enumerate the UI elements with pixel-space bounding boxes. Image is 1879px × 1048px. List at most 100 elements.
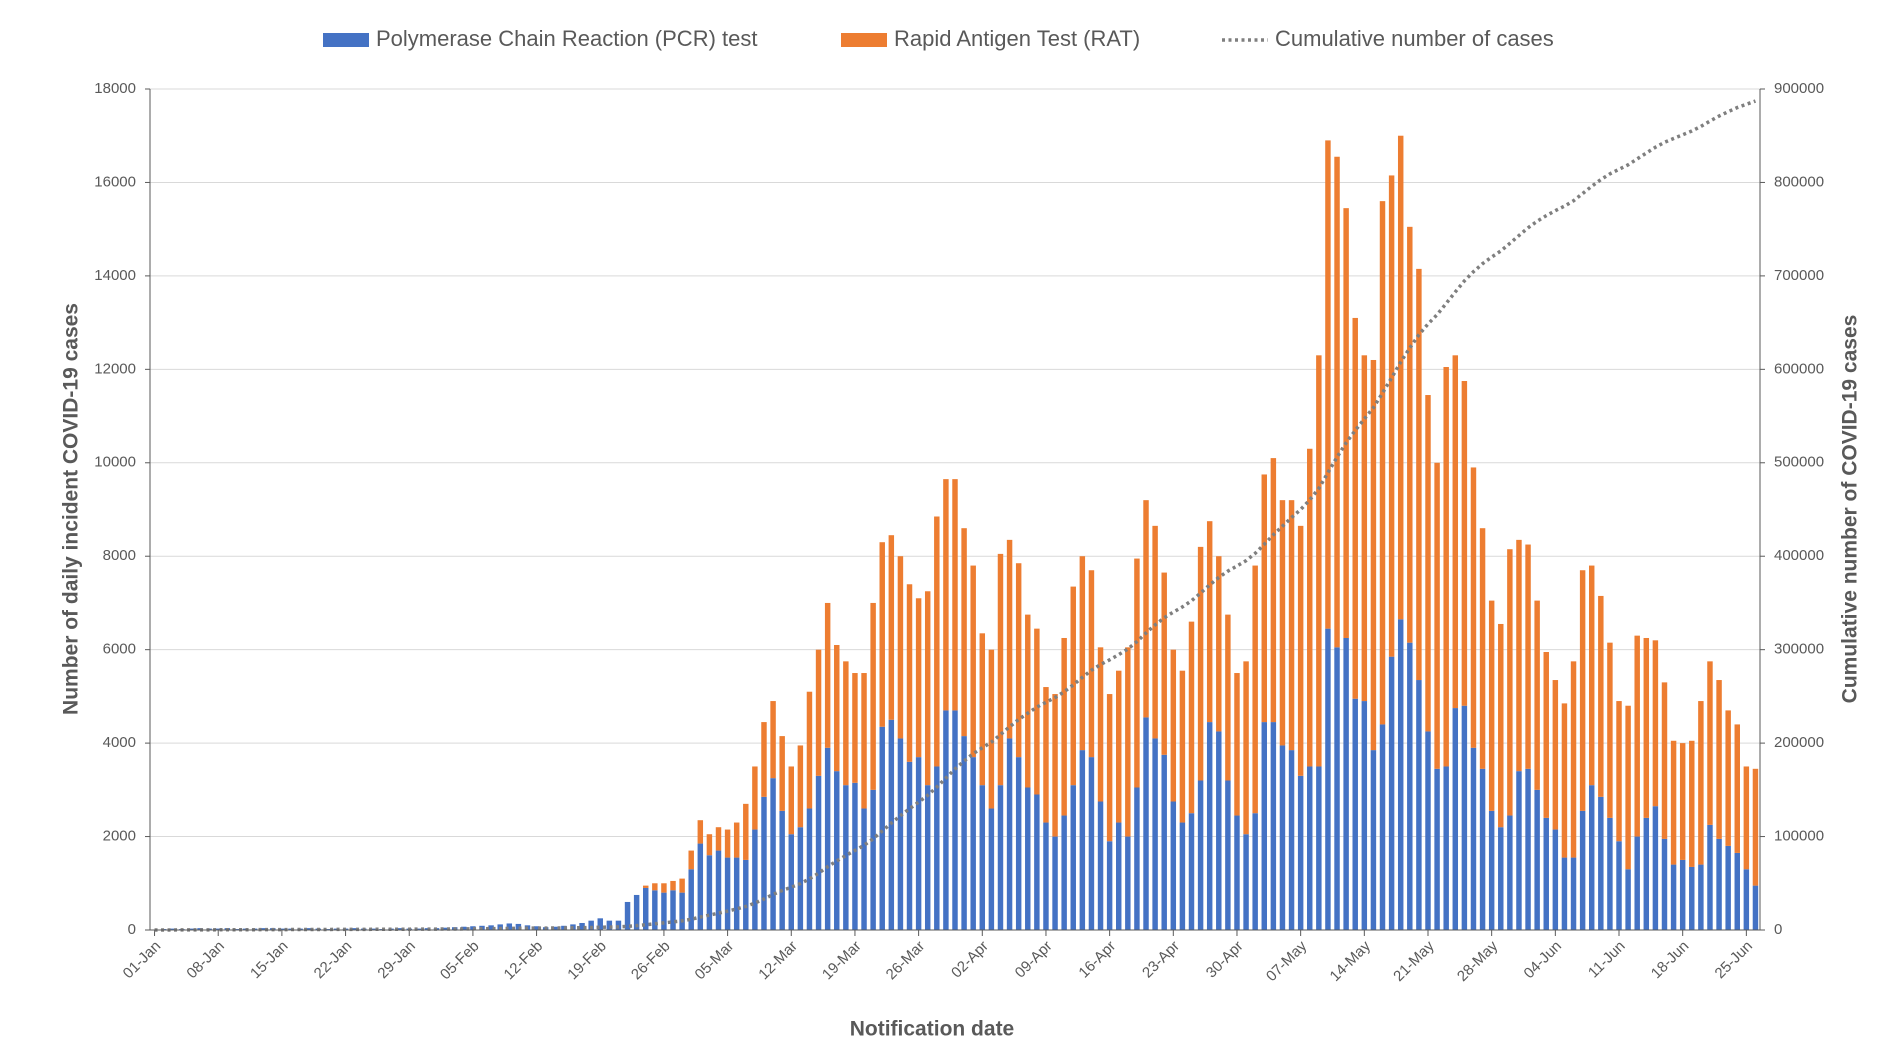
bar bbox=[1725, 845, 1731, 930]
bar bbox=[1216, 556, 1222, 732]
bar bbox=[1434, 768, 1440, 930]
bar bbox=[1352, 317, 1358, 699]
bar bbox=[1170, 801, 1177, 930]
bar bbox=[752, 829, 758, 930]
bar bbox=[1206, 722, 1213, 930]
bar bbox=[1334, 156, 1340, 648]
bar bbox=[1552, 829, 1559, 930]
bar bbox=[1534, 600, 1540, 790]
y2-tick-label: 700000 bbox=[1774, 267, 1824, 284]
bar bbox=[1179, 670, 1186, 823]
y2-tick-label: 400000 bbox=[1774, 547, 1824, 564]
bar bbox=[1261, 474, 1267, 723]
bar bbox=[288, 928, 294, 930]
bar bbox=[852, 782, 858, 930]
bar bbox=[561, 925, 567, 930]
bar bbox=[1743, 766, 1750, 870]
y-tick-label: 18000 bbox=[94, 80, 136, 97]
bar bbox=[1561, 857, 1568, 930]
bar bbox=[1234, 815, 1240, 930]
bar bbox=[1079, 556, 1086, 751]
bar bbox=[1425, 395, 1431, 732]
bar bbox=[743, 859, 749, 930]
bar bbox=[679, 892, 685, 930]
bar bbox=[1243, 834, 1249, 930]
bar bbox=[1397, 135, 1404, 620]
bar bbox=[533, 926, 540, 930]
bar bbox=[1334, 647, 1340, 930]
bar bbox=[861, 808, 867, 930]
bar bbox=[1525, 544, 1531, 769]
bar bbox=[1234, 673, 1240, 816]
bar bbox=[1216, 731, 1222, 930]
bar bbox=[1370, 750, 1377, 930]
bar bbox=[1470, 467, 1477, 748]
bar bbox=[1179, 822, 1186, 930]
bar bbox=[1607, 817, 1613, 930]
y-axis-title: Number of daily incident COVID-19 cases bbox=[60, 303, 83, 715]
bar bbox=[661, 883, 667, 893]
bar bbox=[1006, 539, 1013, 739]
bar bbox=[1416, 680, 1422, 930]
bar bbox=[724, 829, 731, 858]
bar bbox=[1379, 201, 1386, 725]
bar bbox=[1343, 637, 1349, 930]
bar bbox=[1152, 738, 1158, 930]
bar bbox=[260, 928, 267, 930]
bar bbox=[1452, 355, 1459, 709]
bar bbox=[624, 901, 631, 930]
bar bbox=[733, 822, 740, 858]
bar bbox=[1052, 836, 1058, 930]
bar bbox=[1552, 680, 1559, 830]
y-tick-label: 8000 bbox=[103, 547, 136, 564]
y-tick-label: 10000 bbox=[94, 454, 136, 471]
bar bbox=[733, 857, 740, 930]
bar bbox=[788, 834, 794, 930]
bar bbox=[643, 887, 649, 930]
bar bbox=[1025, 787, 1031, 930]
y-tick-label: 6000 bbox=[103, 641, 136, 658]
bar bbox=[1361, 355, 1368, 702]
bar bbox=[897, 556, 904, 739]
bar bbox=[1025, 614, 1031, 788]
bar bbox=[188, 928, 194, 930]
bar bbox=[1270, 722, 1277, 930]
y-tick-label: 14000 bbox=[94, 267, 136, 284]
bar bbox=[1170, 649, 1177, 802]
bar bbox=[1225, 614, 1231, 781]
legend-swatch bbox=[323, 33, 369, 47]
bar bbox=[861, 673, 867, 809]
bar bbox=[1488, 810, 1495, 930]
bar bbox=[1461, 705, 1468, 930]
bar bbox=[1679, 743, 1686, 860]
bar bbox=[1588, 565, 1595, 786]
bar bbox=[1034, 628, 1040, 795]
bar bbox=[1188, 621, 1195, 814]
bar bbox=[761, 796, 767, 930]
bar bbox=[1643, 817, 1650, 930]
bar bbox=[934, 516, 940, 767]
x-axis-title: Notification date bbox=[850, 1018, 1015, 1041]
bar bbox=[1525, 768, 1531, 930]
bar bbox=[424, 928, 431, 930]
bar bbox=[979, 633, 986, 786]
bar bbox=[924, 591, 931, 786]
bar bbox=[1015, 563, 1022, 758]
bar bbox=[824, 747, 831, 930]
bar bbox=[1461, 381, 1468, 706]
bar bbox=[1479, 528, 1486, 769]
bar bbox=[961, 528, 967, 737]
bar bbox=[961, 736, 967, 930]
bar bbox=[706, 834, 713, 856]
bar bbox=[1288, 750, 1295, 930]
bar bbox=[870, 789, 876, 930]
bar bbox=[1452, 708, 1459, 930]
bar bbox=[897, 738, 904, 930]
bar bbox=[1307, 766, 1313, 930]
bar bbox=[1325, 628, 1331, 930]
bar bbox=[688, 850, 694, 870]
bar bbox=[1243, 661, 1249, 835]
bar bbox=[779, 736, 785, 811]
y2-tick-label: 600000 bbox=[1774, 360, 1824, 377]
bar bbox=[1143, 717, 1149, 930]
